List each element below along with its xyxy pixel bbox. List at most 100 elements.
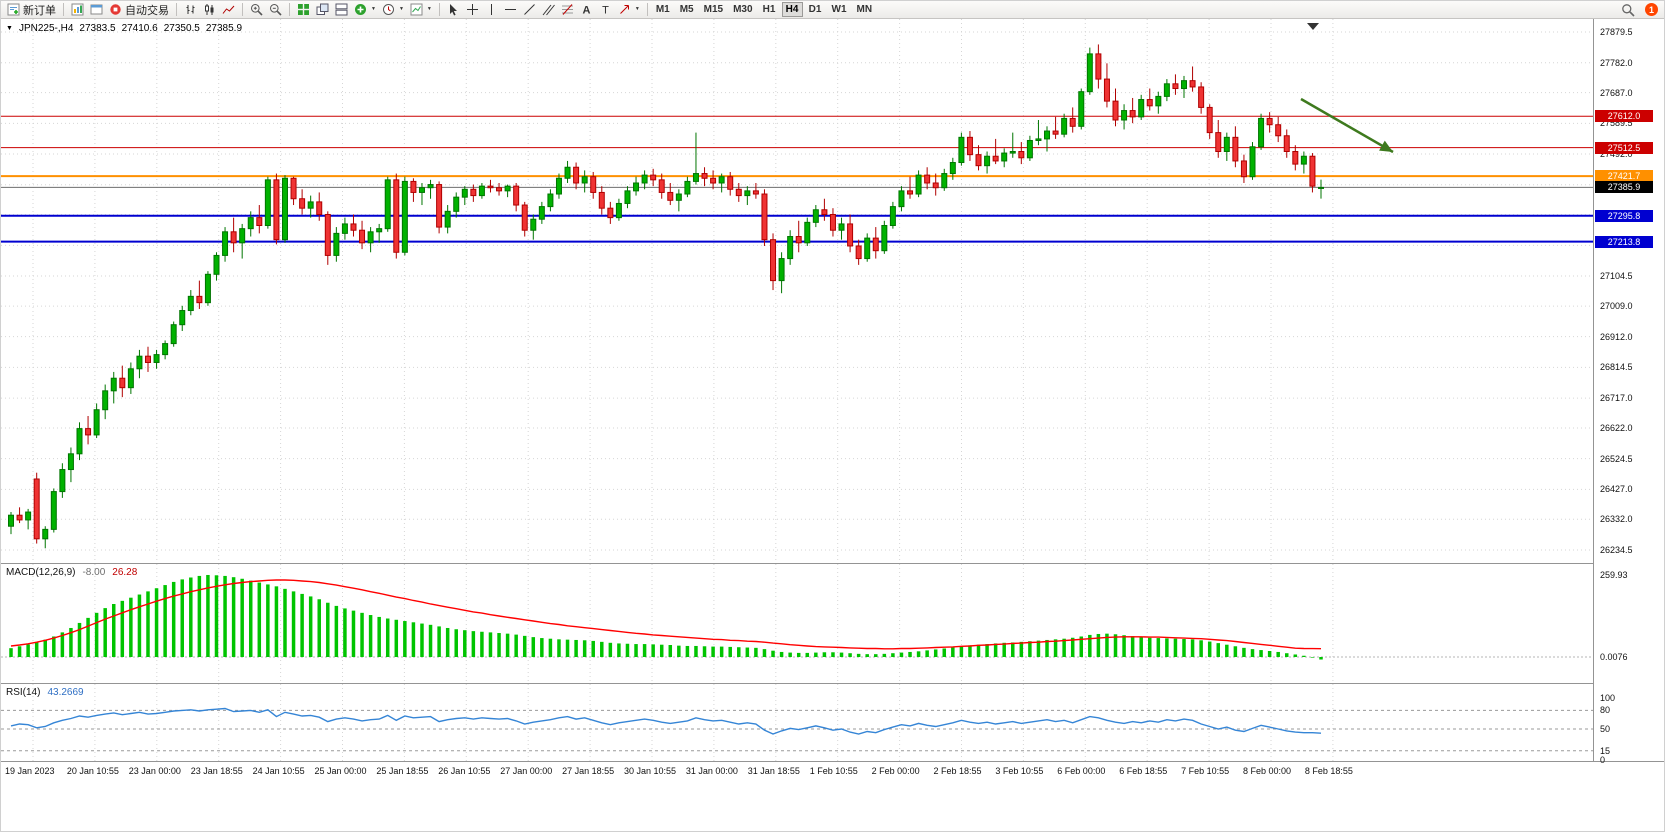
periods-button[interactable]: ▼ bbox=[379, 2, 407, 18]
trendline-button[interactable] bbox=[520, 2, 539, 18]
macd-label: MACD(12,26,9) -8.00 26.28 bbox=[6, 567, 137, 578]
chevron-down-icon: ▼ bbox=[371, 6, 376, 12]
one-click-trading-toggle[interactable]: ▼ bbox=[6, 25, 13, 32]
price-axis-label: 26717.0 bbox=[1600, 393, 1633, 404]
label-icon: T bbox=[599, 3, 612, 17]
fibonacci-button[interactable] bbox=[558, 2, 577, 18]
cursor-icon bbox=[447, 3, 460, 16]
timeframe-button-h4[interactable]: H4 bbox=[781, 2, 803, 17]
rsi-panel[interactable]: RSI(14) 43.2669 bbox=[1, 684, 1595, 761]
indicators-button[interactable]: ▼ bbox=[351, 2, 379, 18]
notification-badge[interactable]: 1 bbox=[1645, 3, 1658, 16]
timeframe-button-mn[interactable]: MN bbox=[853, 2, 877, 17]
profiles-button[interactable] bbox=[87, 2, 106, 18]
trendline-icon bbox=[523, 3, 536, 16]
price-axis-label: 27687.0 bbox=[1600, 87, 1633, 98]
time-axis-label: 1 Feb 10:55 bbox=[809, 766, 858, 776]
macd-signal-value: 26.28 bbox=[112, 567, 138, 578]
timeframe-button-d1[interactable]: D1 bbox=[805, 2, 826, 17]
timeframe-button-m1[interactable]: M1 bbox=[652, 2, 674, 17]
chevron-down-icon: ▼ bbox=[426, 6, 432, 12]
horizontal-level-lines bbox=[1, 115, 1595, 243]
time-axis[interactable]: 19 Jan 2023 20 Jan 10:55 23 Jan 00:00 23 Ja… bbox=[1, 761, 1664, 779]
arrow-annotation bbox=[1300, 97, 1394, 154]
price-line-label: 27213.8 bbox=[1595, 235, 1653, 248]
charts-button[interactable] bbox=[68, 2, 87, 18]
svg-text:T: T bbox=[602, 5, 609, 17]
candlestick-chart-button[interactable] bbox=[200, 2, 219, 18]
timeframe-button-m30[interactable]: M30 bbox=[729, 2, 756, 17]
timeframe-button-h1[interactable]: H1 bbox=[759, 2, 780, 17]
main-chart-panel[interactable]: ▼ JPN225-,H4 27383.5 27410.6 27350.5 273… bbox=[1, 19, 1595, 563]
rsi-axis-label: 80 bbox=[1600, 705, 1611, 716]
price-axis[interactable]: 27879.5 27782.0 27687.0 27589.5 27492.0 27104… bbox=[1593, 19, 1664, 765]
autotrading-button[interactable]: 自动交易 bbox=[106, 2, 172, 18]
templates-button[interactable]: ▼ bbox=[407, 2, 435, 18]
crosshair-button[interactable] bbox=[463, 2, 482, 18]
arrows-button[interactable]: ▼ bbox=[615, 2, 643, 18]
price-axis-label: 26524.5 bbox=[1600, 453, 1633, 464]
vertical-line-button[interactable] bbox=[482, 2, 501, 18]
channel-button[interactable] bbox=[539, 2, 558, 18]
time-axis-label: 31 Jan 00:00 bbox=[685, 766, 738, 776]
autotrading-icon bbox=[109, 3, 122, 16]
panel-splitter[interactable] bbox=[1, 683, 1595, 684]
text-button[interactable]: A bbox=[577, 2, 596, 18]
toolbar-right: 1 bbox=[1618, 2, 1663, 18]
indicators-icon bbox=[354, 3, 367, 16]
rsi-label: RSI(14) 43.2669 bbox=[6, 687, 84, 698]
price-axis-label: 27589.5 bbox=[1600, 118, 1633, 129]
price-chart-canvas[interactable] bbox=[1, 19, 1595, 563]
cursor-button[interactable] bbox=[444, 2, 463, 18]
rsi-line bbox=[10, 707, 1322, 735]
timeframe-button-w1[interactable]: W1 bbox=[828, 2, 851, 17]
bid-price-label: 27385.9 bbox=[1595, 181, 1653, 194]
timeframe-button-m5[interactable]: M5 bbox=[676, 2, 698, 17]
time-axis-label: 23 Jan 18:55 bbox=[190, 766, 243, 776]
line-chart-button[interactable] bbox=[219, 2, 238, 18]
time-axis-label: 20 Jan 10:55 bbox=[66, 766, 119, 776]
time-axis-label: 6 Feb 00:00 bbox=[1057, 766, 1106, 776]
chart-shift-marker bbox=[1307, 23, 1319, 30]
cascade-windows-button[interactable] bbox=[313, 2, 332, 18]
time-axis-label: 7 Feb 10:55 bbox=[1181, 766, 1230, 776]
time-axis-label: 23 Jan 00:00 bbox=[128, 766, 181, 776]
time-axis-label: 19 Jan 2023 bbox=[5, 766, 55, 776]
text-label-button[interactable]: T bbox=[596, 2, 615, 18]
macd-name: MACD(12,26,9) bbox=[6, 567, 76, 578]
time-axis-label: 27 Jan 18:55 bbox=[562, 766, 615, 776]
zoom-out-icon bbox=[269, 3, 282, 16]
rsi-axis-label: 50 bbox=[1600, 724, 1611, 734]
clock-icon bbox=[382, 3, 395, 16]
price-axis-label: 27009.0 bbox=[1600, 301, 1633, 312]
cascade-icon bbox=[316, 3, 329, 16]
time-axis-label: 3 Feb 10:55 bbox=[995, 766, 1044, 776]
new-order-icon bbox=[7, 3, 20, 16]
macd-histogram bbox=[9, 574, 1323, 660]
macd-canvas[interactable] bbox=[1, 564, 1595, 683]
chevron-down-icon: ▼ bbox=[398, 6, 404, 12]
horizontal-line-button[interactable] bbox=[501, 2, 520, 18]
tile-horizontal-icon bbox=[335, 3, 348, 16]
price-line-label: 27295.8 bbox=[1595, 209, 1653, 222]
rsi-canvas[interactable] bbox=[1, 684, 1595, 761]
zoom-in-button[interactable] bbox=[247, 2, 266, 18]
price-axis-label: 26234.5 bbox=[1600, 545, 1633, 555]
zoom-out-button[interactable] bbox=[266, 2, 285, 18]
svg-text:A: A bbox=[582, 5, 590, 17]
new-order-button[interactable]: 新订单 bbox=[4, 2, 59, 18]
channel-icon bbox=[542, 3, 555, 16]
macd-panel[interactable]: MACD(12,26,9) -8.00 26.28 bbox=[1, 564, 1595, 683]
search-button[interactable] bbox=[1618, 2, 1638, 18]
macd-signal-line bbox=[10, 579, 1322, 650]
panel-splitter[interactable] bbox=[1, 563, 1595, 564]
tile-windows-button[interactable] bbox=[294, 2, 313, 18]
price-axis-label: 26332.0 bbox=[1600, 514, 1633, 525]
timeframe-button-m15[interactable]: M15 bbox=[700, 2, 727, 17]
bar-chart-button[interactable] bbox=[181, 2, 200, 18]
crosshair-icon bbox=[466, 3, 479, 16]
tile-horizontal-button[interactable] bbox=[332, 2, 351, 18]
price-axis-label: 27782.0 bbox=[1600, 57, 1633, 68]
chevron-down-icon: ▼ bbox=[634, 6, 640, 12]
toolbar-separator bbox=[63, 3, 64, 16]
